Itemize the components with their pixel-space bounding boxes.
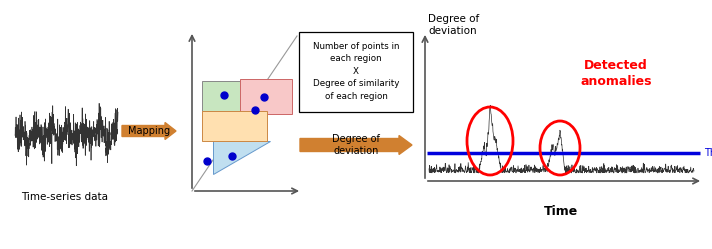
Text: Number of points in
each region
X
Degree of similarity
of each region: Number of points in each region X Degree… — [313, 42, 399, 101]
FancyArrow shape — [300, 135, 412, 154]
Text: Time: Time — [545, 204, 579, 217]
Polygon shape — [213, 141, 270, 174]
Text: Detected
anomalies: Detected anomalies — [580, 59, 651, 88]
Text: Threshold: Threshold — [704, 148, 712, 158]
Text: Degree of
deviation: Degree of deviation — [332, 134, 380, 156]
Text: Mapping: Mapping — [128, 126, 170, 136]
Bar — [240, 79, 292, 114]
FancyBboxPatch shape — [299, 32, 413, 112]
Text: Time-series data: Time-series data — [21, 192, 108, 202]
Bar — [202, 111, 267, 141]
FancyArrow shape — [122, 123, 176, 139]
Text: Degree of
deviation: Degree of deviation — [428, 14, 479, 36]
Bar — [202, 81, 252, 111]
